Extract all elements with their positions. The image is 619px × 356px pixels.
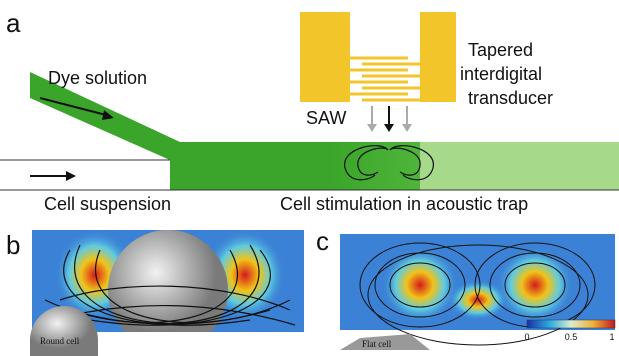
transducer-label: transducer: [468, 88, 553, 108]
cell-label: Cell suspension: [44, 194, 171, 214]
colorbar-label: 0: [524, 332, 529, 342]
caption: Cell stimulation in acoustic trap: [280, 194, 528, 214]
panel-label: c: [316, 226, 329, 256]
cell-label: Round cell: [40, 336, 80, 346]
figure: a Tapered interdigital transducer SAW: [0, 0, 619, 356]
dye-label: Dye solution: [48, 68, 147, 88]
panel-label: b: [6, 230, 20, 260]
saw-arrows: [367, 106, 412, 132]
transducer-label: Tapered: [468, 40, 533, 60]
transducer-label: interdigital: [460, 64, 542, 84]
cell-label: Flat cell: [362, 339, 392, 349]
transducer: [300, 12, 456, 102]
colorbar-label: 0.5: [565, 332, 578, 342]
panel-label: a: [6, 8, 21, 38]
colorbar-label: 1: [609, 332, 614, 342]
saw-label: SAW: [306, 108, 346, 128]
